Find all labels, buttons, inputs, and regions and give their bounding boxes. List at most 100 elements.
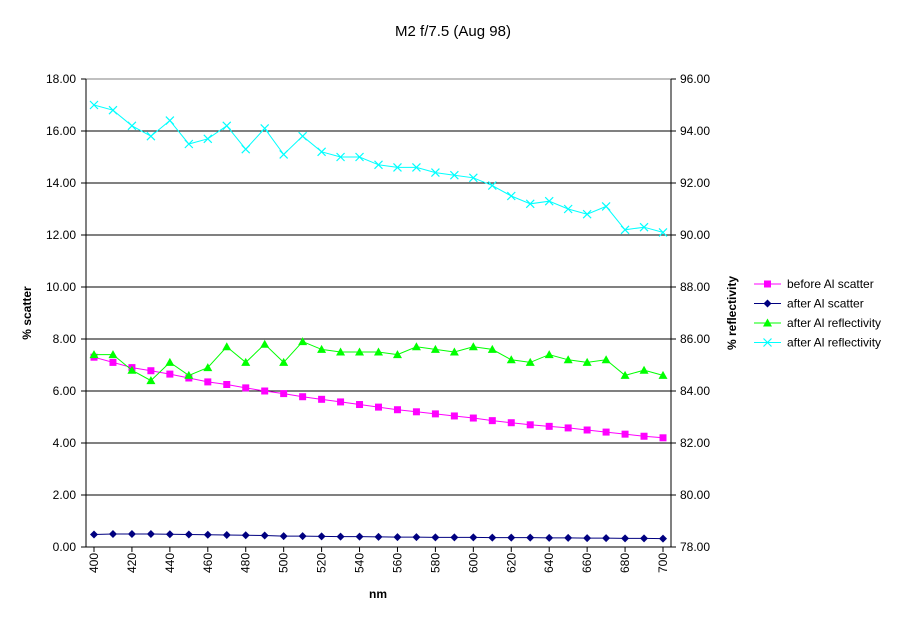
- data-point: [184, 139, 194, 149]
- data-point: [336, 532, 345, 541]
- data-point: [375, 403, 382, 411]
- data-point: [621, 534, 630, 543]
- x-tick-label: 560: [390, 553, 404, 573]
- data-point: [279, 149, 289, 159]
- data-point: [582, 357, 592, 366]
- data-point: [146, 530, 155, 538]
- data-point: [450, 412, 458, 420]
- data-point: [337, 398, 345, 406]
- x-tick-label: 520: [315, 553, 329, 573]
- data-point: [108, 530, 117, 538]
- data-point: [317, 532, 326, 541]
- y-left-tick-label: 8.00: [53, 332, 77, 346]
- data-point: [431, 533, 440, 542]
- data-point: [601, 355, 611, 364]
- data-point: [89, 350, 99, 359]
- y-right-tick-label: 96.00: [680, 72, 710, 86]
- data-point: [280, 390, 288, 398]
- data-point: [166, 370, 174, 378]
- data-point: [545, 422, 553, 430]
- data-point: [127, 121, 137, 131]
- legend-marker: [763, 338, 772, 347]
- data-point: [487, 344, 497, 353]
- x-tick-label: 580: [428, 553, 442, 573]
- data-point: [488, 417, 496, 425]
- x-tick-label: 620: [504, 553, 518, 573]
- legend-marker: [763, 299, 772, 308]
- data-point: [298, 532, 307, 541]
- x-tick-label: 600: [466, 553, 480, 573]
- data-point: [260, 531, 269, 540]
- y-left-tick-label: 12.00: [46, 228, 76, 242]
- data-point: [526, 533, 535, 542]
- y-left-tick-label: 2.00: [53, 488, 77, 502]
- data-point: [469, 414, 477, 422]
- y-axis-right-label: % reflectivity: [725, 276, 739, 350]
- legend-label: after Al reflectivity: [787, 316, 881, 330]
- data-point: [449, 170, 459, 180]
- data-point: [356, 401, 364, 409]
- data-point: [261, 387, 269, 395]
- axes: 0.00 2.00 4.00 6.00 8.00 10.00 12.00 14.00 16.00…: [46, 72, 710, 573]
- x-tick-label: 680: [618, 553, 632, 573]
- y-left-tick-label: 10.00: [46, 280, 76, 294]
- y-right-tick-label: 94.00: [680, 124, 710, 138]
- data-point: [507, 533, 516, 542]
- data-point: [602, 428, 610, 436]
- data-point: [222, 342, 232, 351]
- data-point: [279, 532, 288, 541]
- data-point: [563, 355, 573, 364]
- data-point: [392, 350, 402, 359]
- legend-label: before Al scatter: [787, 277, 874, 291]
- series-line: [94, 341, 664, 382]
- data-point: [659, 534, 667, 543]
- data-point: [563, 204, 573, 214]
- data-point: [564, 533, 573, 542]
- data-point: [374, 160, 383, 170]
- data-point: [469, 533, 478, 542]
- data-point: [506, 355, 516, 364]
- data-point: [336, 152, 345, 162]
- data-point: [450, 533, 459, 542]
- data-point: [468, 173, 478, 183]
- x-tick-label: 700: [656, 553, 670, 573]
- legend-marker: [763, 318, 772, 327]
- data-point: [412, 408, 420, 416]
- data-point: [468, 342, 478, 351]
- data-point: [393, 406, 401, 414]
- data-point: [317, 344, 327, 353]
- x-tick-label: 460: [201, 553, 215, 573]
- data-point: [108, 105, 118, 115]
- series-3: [89, 337, 668, 385]
- data-point: [146, 376, 156, 385]
- data-point: [241, 144, 251, 154]
- data-point: [411, 342, 421, 351]
- y-left-tick-label: 18.00: [46, 72, 76, 86]
- y-right-tick-label: 84.00: [680, 384, 710, 398]
- data-point: [658, 370, 668, 379]
- data-point: [487, 181, 497, 191]
- x-tick-label: 540: [353, 553, 367, 573]
- data-point: [412, 533, 421, 542]
- data-point: [374, 347, 383, 356]
- data-point: [583, 426, 591, 434]
- data-point: [582, 209, 592, 219]
- y-left-tick-label: 6.00: [53, 384, 77, 398]
- data-point: [507, 419, 515, 427]
- data-point: [165, 116, 175, 126]
- data-point: [146, 131, 156, 141]
- y-right-tick-label: 80.00: [680, 488, 710, 502]
- legend-item: before Al scatter: [754, 277, 874, 291]
- data-point: [127, 365, 137, 374]
- data-point: [184, 370, 194, 379]
- data-point: [223, 381, 231, 388]
- y-left-tick-label: 14.00: [46, 176, 76, 190]
- data-point: [355, 347, 365, 356]
- data-point: [203, 363, 213, 372]
- data-point: [222, 121, 232, 131]
- data-point: [336, 347, 346, 356]
- data-point: [564, 424, 572, 432]
- legend-label: after Al reflectivity: [787, 336, 881, 350]
- data-point: [449, 347, 459, 356]
- data-point: [601, 201, 611, 211]
